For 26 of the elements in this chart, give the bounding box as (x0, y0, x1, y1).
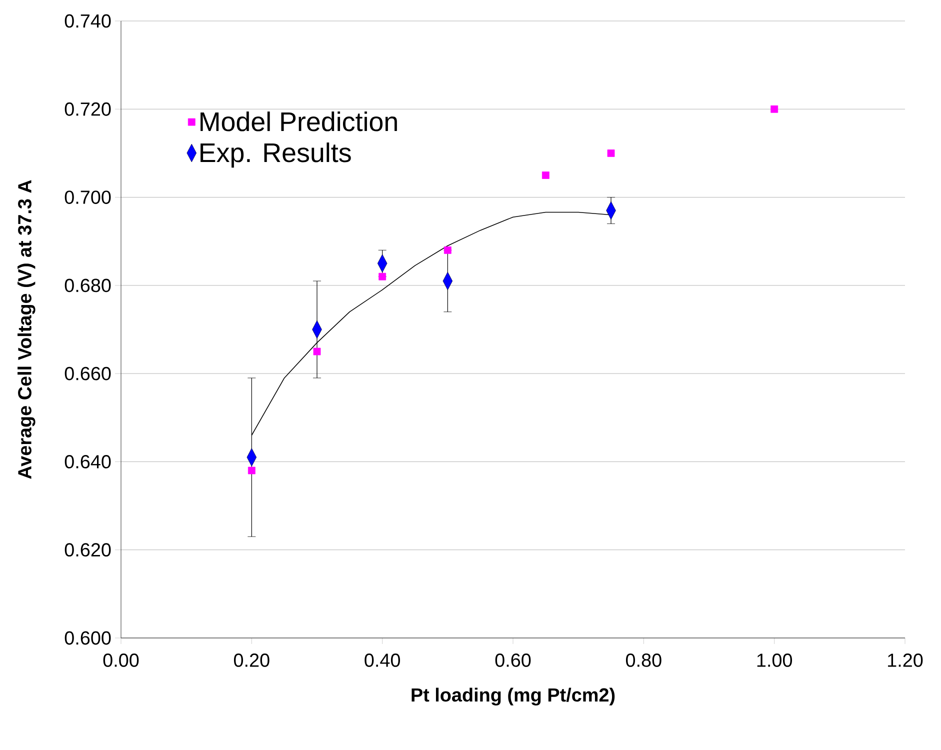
legend-label: Model Prediction (200, 112, 397, 132)
x-axis-title: Pt loading (mg Pt/cm2) (412, 688, 615, 706)
x-tick-label: 0.60 (495, 654, 531, 667)
point (444, 246, 452, 254)
y-tick-label: 0.640 (64, 454, 111, 468)
legend-label: Exp. Results (200, 142, 351, 168)
point (378, 272, 386, 280)
point (607, 150, 615, 157)
x-tick-label: 0.20 (234, 654, 270, 667)
y-tick-label: 0.600 (64, 631, 111, 645)
y-tick-label: 0.720 (64, 102, 111, 116)
y-axis-title: Average Cell Voltage (V) at 37.3 A (18, 180, 36, 479)
x-tick-label: 0.40 (364, 654, 400, 667)
x-tick-label: 1.00 (757, 654, 792, 667)
point (542, 172, 550, 179)
point (313, 348, 321, 356)
y-tick-label: 0.700 (64, 190, 111, 204)
y-tick-label: 0.680 (64, 278, 111, 292)
point (248, 466, 256, 474)
point (770, 105, 778, 113)
x-tick-label: 0.00 (103, 654, 139, 667)
y-tick-label: 0.620 (64, 543, 111, 557)
x-tick-label: 0.80 (626, 654, 662, 667)
y-tick-label: 0.660 (64, 366, 111, 380)
y-tick-label: 0.740 (64, 14, 111, 28)
x-tick-label: 1.20 (888, 654, 923, 667)
